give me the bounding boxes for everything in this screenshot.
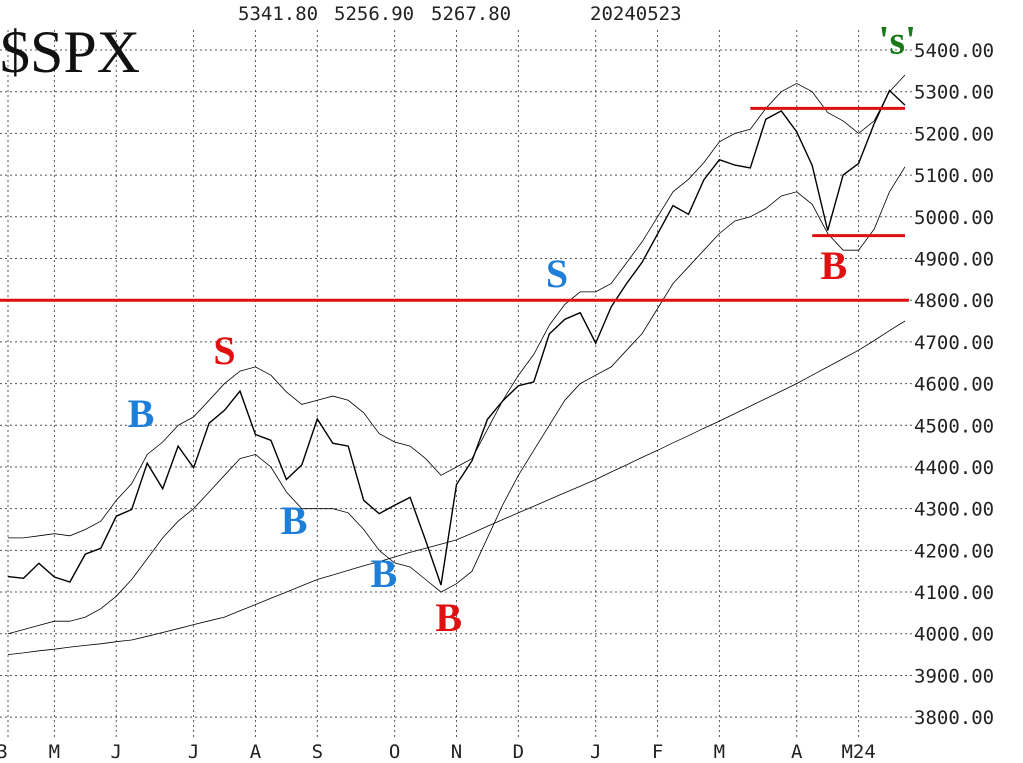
y-tick-label: 4300.00 — [914, 499, 994, 521]
y-tick-label: 3900.00 — [914, 665, 994, 687]
price-line — [8, 74, 906, 539]
signal-label: B — [435, 595, 462, 640]
y-tick-label: 5000.00 — [914, 207, 994, 229]
x-tick-label: J — [590, 741, 601, 763]
y-tick-label: 4900.00 — [914, 249, 994, 271]
x-tick-label: D — [513, 741, 524, 763]
y-tick-label: 4400.00 — [914, 457, 994, 479]
chart-title: $SPX — [0, 19, 140, 85]
plot — [0, 74, 909, 655]
price-line — [7, 320, 906, 655]
signal-label: S — [213, 328, 235, 373]
signal-label: B — [281, 498, 308, 543]
y-tick-label: 4600.00 — [914, 374, 994, 396]
header-date: 20240523 — [590, 3, 682, 25]
header-value: 5256.90 — [334, 3, 414, 25]
y-tick-label: 4100.00 — [914, 582, 994, 604]
x-tick-label: M — [714, 741, 725, 763]
y-tick-label: 4200.00 — [914, 540, 994, 562]
x-tick-label: N — [451, 741, 462, 763]
signal-label: B — [128, 391, 155, 436]
y-tick-label: 5400.00 — [914, 40, 994, 62]
price-line — [7, 89, 906, 586]
y-tick-label: 4000.00 — [914, 624, 994, 646]
y-tick-label: 4700.00 — [914, 332, 994, 354]
x-tick-label: J — [188, 741, 199, 763]
grid — [0, 30, 913, 740]
x-tick-label: M — [49, 741, 60, 763]
price-line — [7, 166, 906, 635]
x-tick-label: A — [250, 741, 262, 763]
x-tick-label: S — [312, 741, 323, 763]
signal-label: B — [370, 551, 397, 596]
y-tick-label: 4500.00 — [914, 415, 994, 437]
x-tick-label: O — [389, 741, 400, 763]
y-tick-label: 5200.00 — [914, 123, 994, 145]
signal-label: S — [546, 251, 568, 296]
x-tick-label: F — [652, 741, 663, 763]
y-tick-label: 4800.00 — [914, 290, 994, 312]
y-tick-label: 3800.00 — [914, 707, 994, 729]
y-tick-label: 5100.00 — [914, 165, 994, 187]
x-tick-label: J — [111, 741, 122, 763]
signal-label: B — [821, 243, 848, 288]
header-value: 5267.80 — [431, 3, 511, 25]
signal-label: 's' — [878, 18, 916, 63]
header-value: 5341.80 — [238, 3, 318, 25]
x-tick-label: A — [791, 741, 803, 763]
x-tick-label: M24 — [841, 741, 875, 763]
y-tick-label: 5300.00 — [914, 82, 994, 104]
x-tick-label: 23 — [0, 741, 8, 763]
